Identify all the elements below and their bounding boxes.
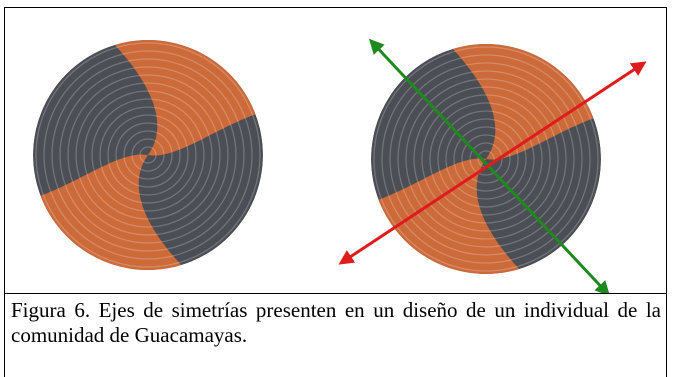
figure-frame: Figura 6. Ejes de simetrías presenten en… xyxy=(4,7,667,377)
basket-right xyxy=(366,34,606,284)
figure-caption: Figura 6. Ejes de simetrías presenten en… xyxy=(11,298,661,348)
basket-left xyxy=(28,30,268,280)
figure-image xyxy=(5,8,666,294)
page: {"figure": {"caption": "Figura 6. Ejes d… xyxy=(0,0,673,377)
